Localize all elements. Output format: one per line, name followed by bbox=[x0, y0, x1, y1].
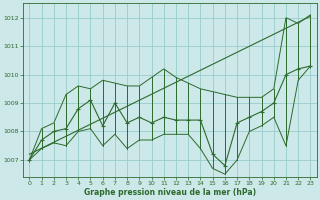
X-axis label: Graphe pression niveau de la mer (hPa): Graphe pression niveau de la mer (hPa) bbox=[84, 188, 256, 197]
